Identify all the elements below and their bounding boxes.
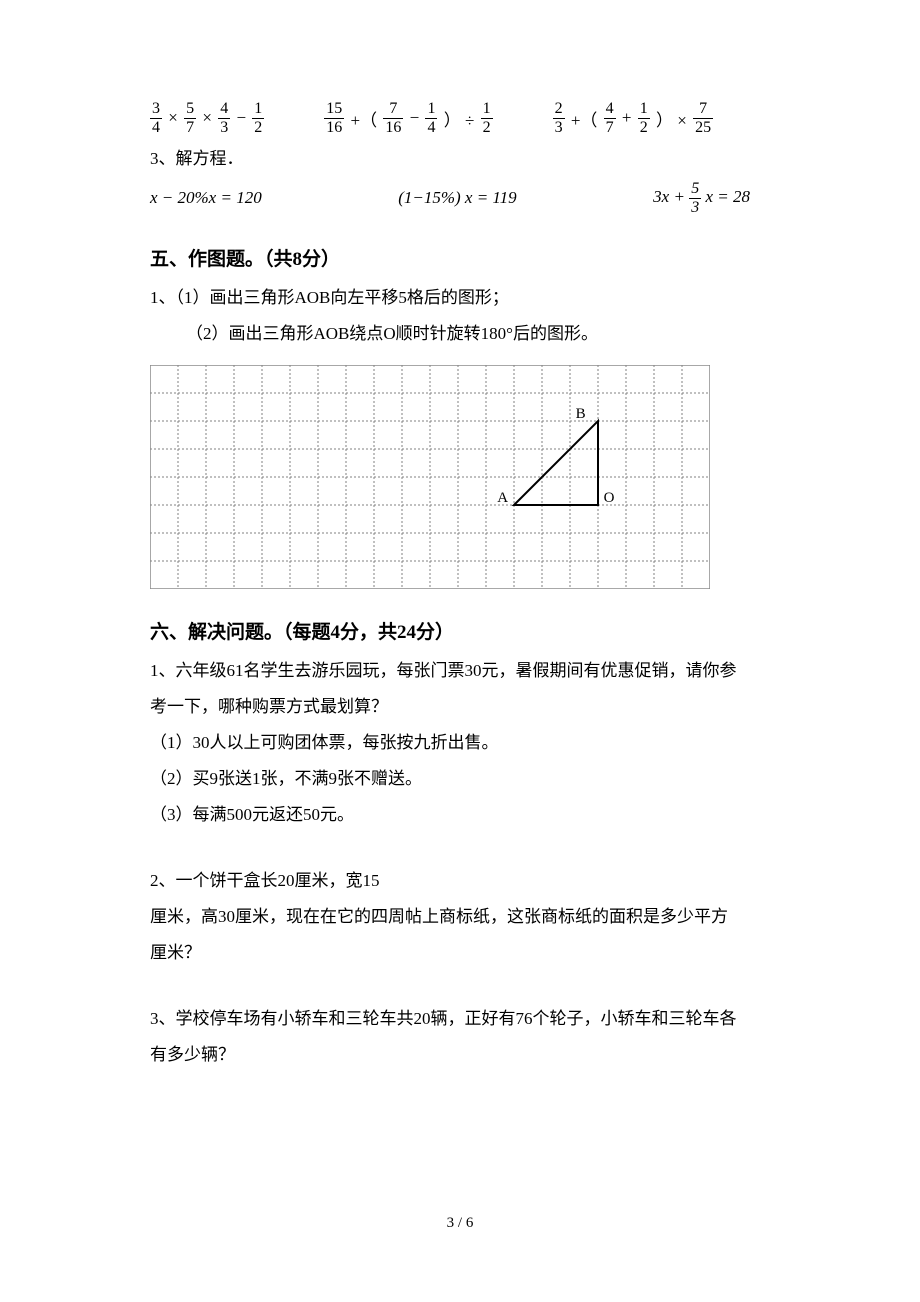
frac-den: 2 xyxy=(481,119,493,137)
frac-den: 4 xyxy=(150,119,162,137)
s6-q3a: 3、学校停车场有小轿车和三轮车共20辆，正好有76个轮子，小轿车和三轮车各 xyxy=(150,1002,770,1036)
s6-q1c: （1）30人以上可购团体票，每张按九折出售。 xyxy=(150,726,770,760)
expr-2: 1516 +（ 716 − 14 ） ÷ 12 xyxy=(324,100,492,136)
s6-q2a: 2、一个饼干盒长20厘米，宽15 xyxy=(150,864,770,898)
expr-1: 34 × 57 × 43 − 12 xyxy=(150,100,264,136)
svg-text:B: B xyxy=(576,407,586,423)
frac-den: 3 xyxy=(553,119,565,137)
frac-den: 3 xyxy=(689,199,701,217)
equation-2: (1−15%) x = 119 xyxy=(398,188,516,208)
equation-1: x − 20%x = 120 xyxy=(150,188,262,208)
frac-num: 4 xyxy=(218,100,230,119)
frac-den: 25 xyxy=(693,119,713,137)
frac-den: 2 xyxy=(252,119,264,137)
svg-text:A: A xyxy=(497,491,508,507)
eq3-prefix: 3x + xyxy=(653,187,685,206)
frac-num: 7 xyxy=(383,100,403,119)
frac-num: 3 xyxy=(150,100,162,119)
s6-q2b: 厘米，高30厘米，现在在它的四周帖上商标纸，这张商标纸的面积是多少平方 xyxy=(150,900,770,934)
equation-row: x − 20%x = 120 (1−15%) x = 119 3x + 53 x… xyxy=(150,180,750,216)
equation-3: 3x + 53 x = 28 xyxy=(653,180,750,216)
frac-num: 2 xyxy=(553,100,565,119)
section-5-title: 五、作图题。（共8分） xyxy=(150,244,770,271)
frac-den: 3 xyxy=(218,119,230,137)
s6-q1a: 1、六年级61名学生去游乐园玩，每张门票30元，暑假期间有优惠促销，请你参 xyxy=(150,654,770,688)
frac-num: 4 xyxy=(604,100,616,119)
frac-num: 1 xyxy=(252,100,264,119)
s6-q2c: 厘米？ xyxy=(150,936,770,970)
frac-num: 7 xyxy=(693,100,713,119)
q3-label: 3、解方程． xyxy=(150,142,770,176)
frac-num: 1 xyxy=(425,100,437,119)
frac-num: 5 xyxy=(689,180,701,199)
expr-3: 23 +（ 47 + 12 ） × 725 xyxy=(553,100,714,136)
s6-q1d: （2）买9张送1张，不满9张不赠送。 xyxy=(150,762,770,796)
frac-den: 16 xyxy=(324,119,344,137)
frac-den: 7 xyxy=(184,119,196,137)
frac-num: 1 xyxy=(481,100,493,119)
section-6-title: 六、解决问题。（每题4分，共24分） xyxy=(150,617,770,644)
frac-den: 4 xyxy=(425,119,437,137)
s6-q3b: 有多少辆？ xyxy=(150,1038,770,1072)
calc-expressions-row: 34 × 57 × 43 − 12 1516 +（ 716 − 14 ） ÷ 1… xyxy=(150,100,770,136)
frac-den: 7 xyxy=(604,119,616,137)
frac-num: 1 xyxy=(638,100,650,119)
page-footer: 3 / 6 xyxy=(0,1215,920,1232)
eq3-suffix: x = 28 xyxy=(705,187,750,206)
grid-svg: A B O xyxy=(150,365,710,589)
svg-text:O: O xyxy=(604,491,615,507)
frac-num: 5 xyxy=(184,100,196,119)
frac-den: 2 xyxy=(638,119,650,137)
s6-q1b: 考一下，哪种购票方式最划算？ xyxy=(150,690,770,724)
frac-num: 15 xyxy=(324,100,344,119)
section-5-line2: （2）画出三角形AOB绕点O顺时针旋转180°后的图形。 xyxy=(150,317,770,351)
section-5-line1: 1、（1）画出三角形AOB向左平移5格后的图形； xyxy=(150,281,770,315)
grid-figure: A B O xyxy=(150,365,770,589)
frac-den: 16 xyxy=(383,119,403,137)
s6-q1e: （3）每满500元返还50元。 xyxy=(150,798,770,832)
